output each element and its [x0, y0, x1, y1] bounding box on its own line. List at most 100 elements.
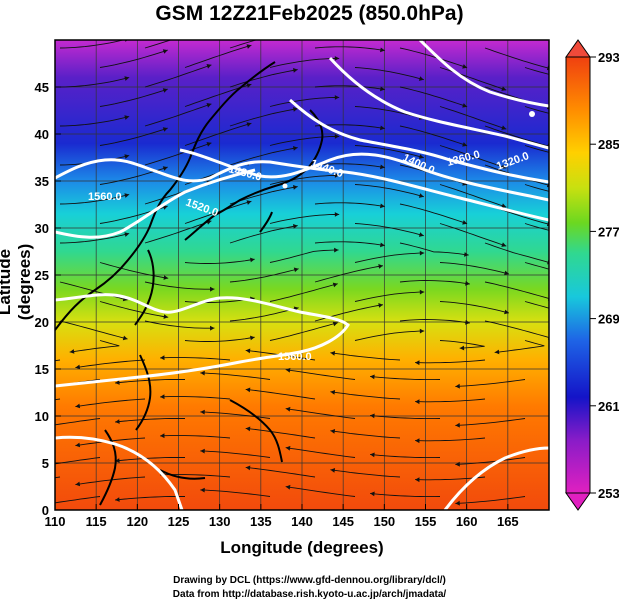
streamline-arrow — [380, 125, 385, 131]
colorbar-tick-label: 285 — [598, 137, 619, 152]
streamline-arrow — [415, 360, 420, 366]
streamline — [144, 142, 212, 166]
streamline — [75, 398, 146, 408]
streamline-arrow — [415, 399, 420, 405]
streamline — [484, 47, 549, 69]
streamline — [229, 307, 299, 322]
streamline-arrow — [334, 95, 340, 100]
streamline-arrow — [465, 320, 470, 325]
streamline-arrow — [200, 409, 205, 415]
streamline — [330, 391, 401, 400]
y-tick-label: 10 — [35, 409, 49, 424]
streamline-arrow — [380, 164, 385, 170]
streamline-arrow — [380, 242, 385, 248]
streamline — [55, 476, 61, 479]
streamline — [59, 194, 130, 205]
streamline — [229, 69, 298, 88]
streamline-arrow — [455, 422, 460, 428]
streamline — [59, 40, 125, 49]
streamline — [314, 85, 385, 90]
streamline-arrow — [419, 289, 425, 295]
streamline-arrow — [207, 25, 212, 30]
streamline — [144, 281, 215, 290]
streamline — [370, 492, 441, 498]
x-tick-label: 145 — [332, 514, 354, 529]
x-tick-label: 150 — [373, 514, 395, 529]
colorbar-bottom-arrow — [565, 492, 591, 511]
streamline-arrow — [200, 370, 205, 376]
streamline — [144, 220, 212, 244]
streamline-arrow — [380, 86, 385, 92]
streamline — [55, 418, 101, 426]
streamline — [484, 125, 549, 147]
streamline-arrow — [501, 164, 507, 169]
streamline-arrow — [115, 458, 120, 463]
streamline — [354, 330, 425, 341]
streamline-arrow — [245, 465, 251, 471]
streamline — [200, 372, 271, 380]
streamline-arrow — [332, 321, 338, 327]
streamline-arrow — [380, 47, 385, 53]
streamline-arrow — [245, 348, 251, 354]
streamline-arrow — [210, 286, 215, 292]
streamline-arrow — [115, 497, 120, 502]
contour-label: 1560.0 — [278, 351, 312, 363]
x-tick-label: 110 — [45, 514, 66, 529]
colorbar-bar — [565, 56, 591, 494]
streamline — [399, 203, 468, 225]
credit-drawing: Drawing by DCL (https://www.gfd-dennou.o… — [173, 575, 446, 586]
streamline-arrow — [293, 185, 298, 190]
streamline-arrow — [285, 367, 291, 373]
streamline — [439, 184, 507, 208]
streamline — [370, 453, 441, 459]
streamline-arrow — [115, 380, 120, 385]
streamline-arrow — [370, 452, 375, 458]
streamline — [439, 340, 485, 349]
streamline — [285, 486, 356, 497]
streamline — [55, 359, 61, 362]
streamline — [285, 369, 356, 380]
streamline — [370, 414, 441, 420]
streamline — [115, 418, 185, 423]
streamline-arrow — [245, 387, 251, 393]
x-axis: 110 115 120 125 130 135 140 145 150 155 160 165 — [45, 504, 519, 529]
y-tick-label: 45 — [35, 80, 49, 95]
streamline — [439, 262, 510, 275]
streamline-arrow — [501, 86, 507, 91]
streamline-arrow — [162, 127, 168, 132]
streamline — [99, 127, 168, 146]
streamline-arrow — [245, 426, 251, 432]
streamline — [55, 437, 61, 440]
station-marker — [529, 111, 535, 117]
streamline — [200, 411, 271, 419]
lat-lon-grid — [55, 40, 549, 510]
streamline — [269, 249, 339, 263]
streamline — [75, 359, 146, 369]
streamline-arrow — [75, 481, 81, 487]
streamline — [245, 388, 316, 400]
streamline-arrow — [501, 242, 507, 247]
streamline — [269, 57, 340, 68]
streamline-arrow — [160, 433, 165, 439]
streamline-arrow — [31, 464, 36, 469]
y-tick-label: 5 — [42, 456, 49, 471]
streamline — [439, 67, 507, 91]
streamline — [59, 116, 130, 127]
streamline — [115, 496, 185, 501]
streamline — [354, 223, 424, 237]
streamline-arrow — [330, 429, 336, 434]
streamline — [99, 88, 168, 107]
streamline-arrow — [462, 64, 468, 69]
streamline — [354, 252, 425, 263]
streamline — [269, 322, 338, 341]
streamline-arrow — [415, 438, 420, 444]
streamline-arrow — [370, 491, 375, 497]
streamline — [439, 145, 507, 169]
streamline-arrow — [330, 468, 336, 473]
streamline-arrow — [334, 212, 340, 217]
y-tick-label: 20 — [35, 315, 49, 330]
streamline — [59, 77, 130, 88]
streamline — [524, 67, 549, 75]
streamline — [99, 262, 169, 279]
streamline-arrow — [378, 303, 383, 308]
